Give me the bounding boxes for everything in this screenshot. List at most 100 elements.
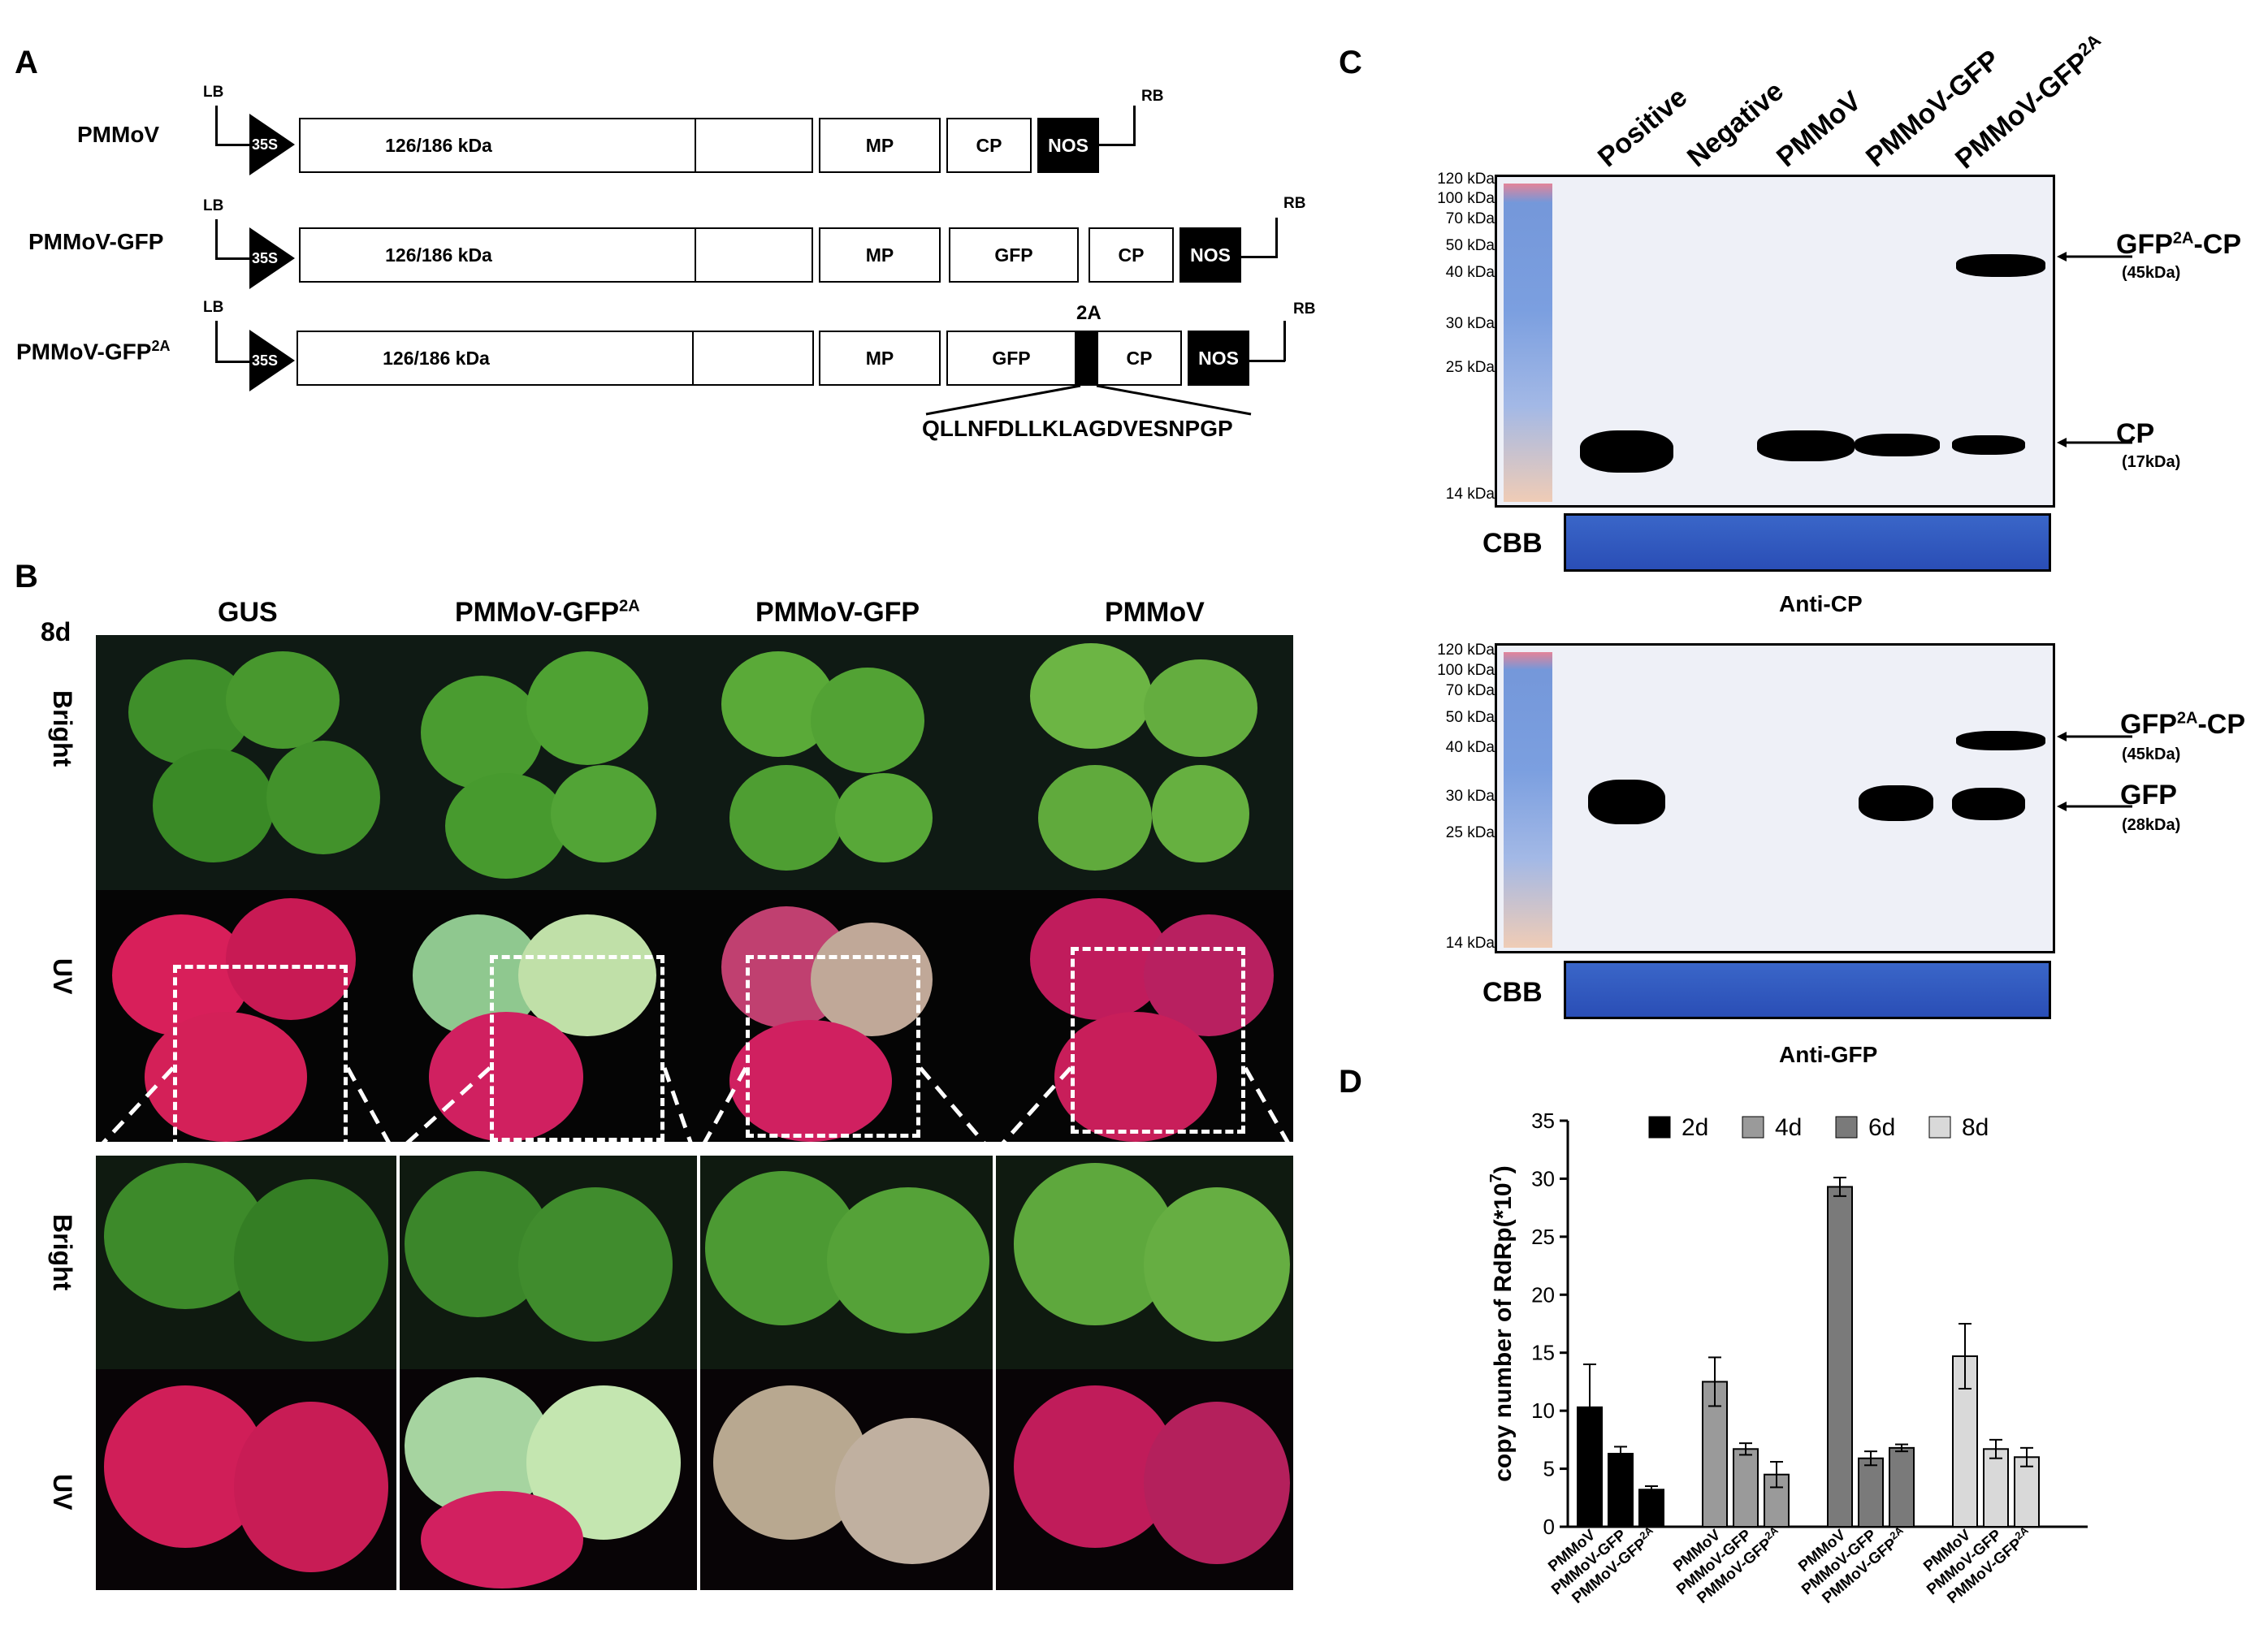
cbb-label-1: CBB bbox=[1482, 528, 1543, 559]
legend-swatch bbox=[1648, 1116, 1671, 1139]
bar bbox=[1983, 1448, 2009, 1528]
blot2-kda-45: (45kDa) bbox=[2122, 746, 2181, 763]
lb-label: LB bbox=[203, 299, 224, 316]
marker-70: 70 kDa bbox=[1445, 210, 1495, 227]
uv-row-1 bbox=[96, 890, 1293, 1142]
construct-name-2: PMMoV-GFP bbox=[28, 229, 164, 254]
y-tick-label: 10 bbox=[1531, 1398, 1555, 1423]
marker2-25: 25 kDa bbox=[1445, 824, 1495, 841]
panel-label-a: A bbox=[15, 45, 38, 80]
promoter-label: 35S bbox=[252, 136, 279, 153]
day-label: 8d bbox=[41, 617, 71, 646]
marker-14: 14 kDa bbox=[1445, 486, 1495, 503]
gene-gfp: GFP bbox=[946, 331, 1076, 386]
bar bbox=[1858, 1457, 1884, 1528]
band-pmmov-gfp2a-gfp2a-cp bbox=[1956, 254, 2045, 277]
col-label-gus: GUS bbox=[218, 597, 278, 628]
gene-nos: NOS bbox=[1037, 118, 1099, 173]
bar bbox=[1827, 1186, 1853, 1528]
y-tick-label: 5 bbox=[1543, 1457, 1555, 1481]
row-label-bright-1: Bright bbox=[48, 690, 77, 767]
blot1-kda-45: (45kDa) bbox=[2122, 264, 2181, 282]
uv-row-2 bbox=[96, 1369, 1293, 1590]
marker-120: 120 kDa bbox=[1437, 171, 1495, 188]
marker-50: 50 kDa bbox=[1445, 237, 1495, 254]
lb-label: LB bbox=[203, 84, 224, 101]
legend-swatch bbox=[1742, 1116, 1764, 1139]
blot2-kda-28: (28kDa) bbox=[2122, 816, 2181, 834]
promoter-label: 35S bbox=[252, 250, 279, 266]
bar bbox=[1733, 1448, 1759, 1528]
two-a-segment bbox=[1076, 331, 1099, 386]
gene-cp: CP bbox=[1089, 227, 1174, 283]
blot2-label-gfp: GFP bbox=[2120, 780, 2177, 810]
col-label-pmmov: PMMoV bbox=[1105, 597, 1205, 628]
row-label-uv-1: UV bbox=[48, 958, 77, 995]
bright-row-1 bbox=[96, 635, 1293, 890]
gene-rep: 126/186 kDa bbox=[296, 331, 695, 386]
y-tick-label: 25 bbox=[1531, 1225, 1555, 1249]
band-positive-cp bbox=[1580, 430, 1673, 473]
y-tick-label: 30 bbox=[1531, 1166, 1555, 1191]
lane-label-positive: Positive bbox=[1591, 81, 1694, 174]
row-label-uv-2: UV bbox=[48, 1474, 77, 1511]
rb-label: RB bbox=[1141, 88, 1164, 105]
western-blot-anti-cp bbox=[1495, 175, 2055, 508]
gene-rep: 126/186 kDa bbox=[299, 118, 697, 173]
gene-nos: NOS bbox=[1179, 227, 1241, 283]
lane-label-pmmov-gfp2a: PMMoV-GFP2A bbox=[1949, 29, 2105, 175]
marker2-100: 100 kDa bbox=[1437, 662, 1495, 679]
rb-label: RB bbox=[1293, 300, 1316, 318]
blot2-label-gfp2a-cp: GFP2A-CP bbox=[2120, 709, 2246, 740]
marker-100: 100 kDa bbox=[1437, 190, 1495, 207]
lane-label-negative: Negative bbox=[1681, 76, 1790, 174]
panel-label-c: C bbox=[1339, 45, 1362, 80]
marker-30: 30 kDa bbox=[1445, 315, 1495, 332]
col-label-pmmov-gfp: PMMoV-GFP bbox=[755, 597, 920, 628]
gene-mp: MP bbox=[819, 331, 941, 386]
band-pmmov-gfp-cp bbox=[1855, 434, 1940, 456]
legend-swatch bbox=[1928, 1116, 1951, 1139]
gene-rep: 126/186 kDa bbox=[299, 227, 697, 283]
marker2-30: 30 kDa bbox=[1445, 788, 1495, 805]
y-tick-label: 20 bbox=[1531, 1282, 1555, 1307]
gene-nos: NOS bbox=[1188, 331, 1249, 386]
legend-label: 8d bbox=[1962, 1114, 1989, 1141]
legend-swatch bbox=[1835, 1116, 1858, 1139]
band-pmmov-cp bbox=[1757, 430, 1855, 461]
lb-label: LB bbox=[203, 197, 224, 214]
cbb-loading-2 bbox=[1564, 961, 2051, 1019]
band-pmmov-gfp2a-gfp bbox=[1952, 788, 2025, 820]
peptide-sequence: QLLNFDLLKLAGDVESNPGP bbox=[922, 416, 1233, 441]
panel-label-d: D bbox=[1339, 1064, 1362, 1100]
gene-cp: CP bbox=[946, 118, 1032, 173]
gene-mp: MP bbox=[819, 227, 941, 283]
y-tick-label: 35 bbox=[1531, 1109, 1555, 1133]
gene-cp: CP bbox=[1097, 331, 1182, 386]
gene-gfp: GFP bbox=[949, 227, 1079, 283]
marker-25: 25 kDa bbox=[1445, 359, 1495, 376]
cbb-label-2: CBB bbox=[1482, 977, 1543, 1008]
marker2-50: 50 kDa bbox=[1445, 709, 1495, 726]
blot1-title: Anti-CP bbox=[1779, 591, 1863, 616]
two-a-label: 2A bbox=[1076, 302, 1102, 324]
construct-name-1: PMMoV bbox=[77, 122, 160, 147]
bar bbox=[1889, 1446, 1915, 1528]
cbb-loading-1 bbox=[1564, 513, 2051, 572]
blot1-label-cp: CP bbox=[2116, 418, 2155, 449]
zoom-guides bbox=[96, 1066, 1293, 1151]
marker2-120: 120 kDa bbox=[1437, 642, 1495, 659]
blot1-label-gfp2a-cp: GFP2A-CP bbox=[2116, 229, 2242, 260]
row-label-bright-2: Bright bbox=[48, 1214, 77, 1291]
y-tick-label: 0 bbox=[1543, 1515, 1555, 1539]
blot2-arrows bbox=[2057, 732, 2132, 811]
marker-40: 40 kDa bbox=[1445, 264, 1495, 281]
legend-label: 6d bbox=[1868, 1114, 1895, 1141]
band-positive-gfp bbox=[1588, 780, 1665, 824]
bar bbox=[1608, 1453, 1634, 1528]
bar bbox=[1638, 1489, 1664, 1528]
blot1-arrows bbox=[2057, 252, 2132, 447]
construct-name-3: PMMoV-GFP2A bbox=[16, 338, 171, 365]
bright-row-2 bbox=[96, 1155, 1293, 1369]
